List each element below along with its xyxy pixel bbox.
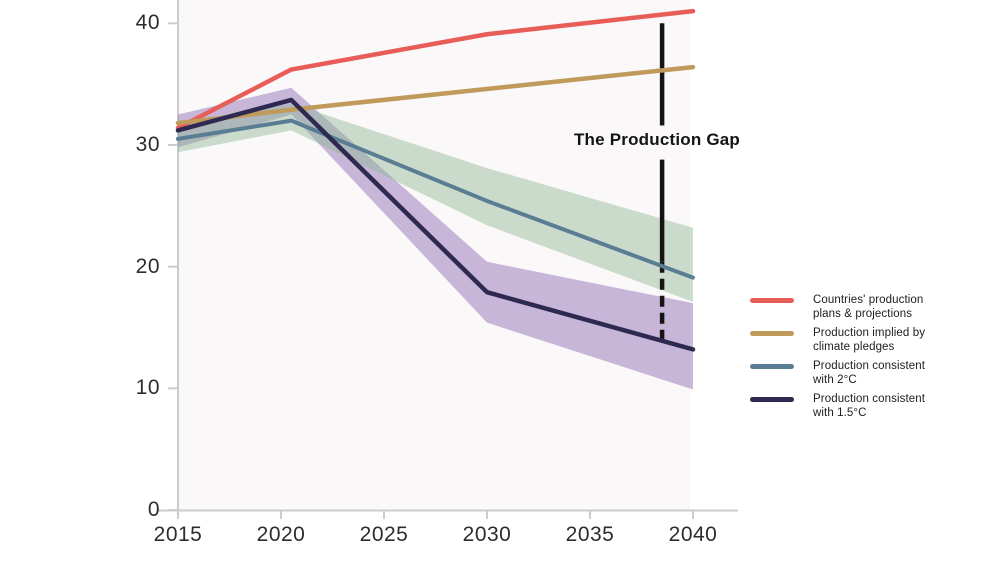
y-tick-label-10: 10: [135, 376, 160, 400]
x-tick-label-2030: 2030: [462, 523, 512, 546]
series-line-plans: [175, 8, 696, 131]
x-tick-label-2020: 2020: [256, 523, 306, 546]
x-tick-label-2035: 2035: [565, 523, 615, 546]
x-tick-label-2025: 2025: [359, 523, 409, 546]
band-2c: [178, 103, 693, 302]
legend-item-one_point_five: Production consistent with 1.5°C: [750, 392, 925, 420]
x-tick-label-2040: 2040: [668, 523, 718, 546]
series-line-one_point_five: [175, 97, 696, 352]
production-gap-annotation: The Production Gap: [573, 130, 741, 149]
x-tick-label-2015: 2015: [153, 523, 203, 546]
legend-item-plans: Countries' production plans & projection…: [750, 293, 925, 321]
y-tick-label-0: 0: [147, 498, 160, 521]
series-line-two_degrees: [176, 118, 695, 280]
legend-label-plans: Countries' production plans & projection…: [813, 294, 924, 321]
legend-swatch-one_point_five: [750, 397, 794, 403]
legend-item-pledges: Production implied by climate pledges: [750, 326, 925, 354]
chart-legend: Countries' production plans & projection…: [750, 293, 925, 425]
legend-label-one_point_five: Production consistent with 1.5°C: [813, 393, 926, 420]
legend-label-two_degrees: Production consistent with 2°C: [813, 360, 926, 387]
legend-swatch-plans: [750, 298, 794, 303]
legend-swatch-pledges: [750, 331, 794, 337]
y-tick-label-20: 20: [135, 254, 160, 278]
y-tick-label-40: 40: [135, 11, 160, 35]
legend-item-two_degrees: Production consistent with 2°C: [750, 359, 925, 387]
legend-swatch-two_degrees: [750, 364, 794, 370]
y-tick-label-30: 30: [135, 132, 160, 156]
legend-label-pledges: Production implied by climate pledges: [813, 327, 926, 354]
